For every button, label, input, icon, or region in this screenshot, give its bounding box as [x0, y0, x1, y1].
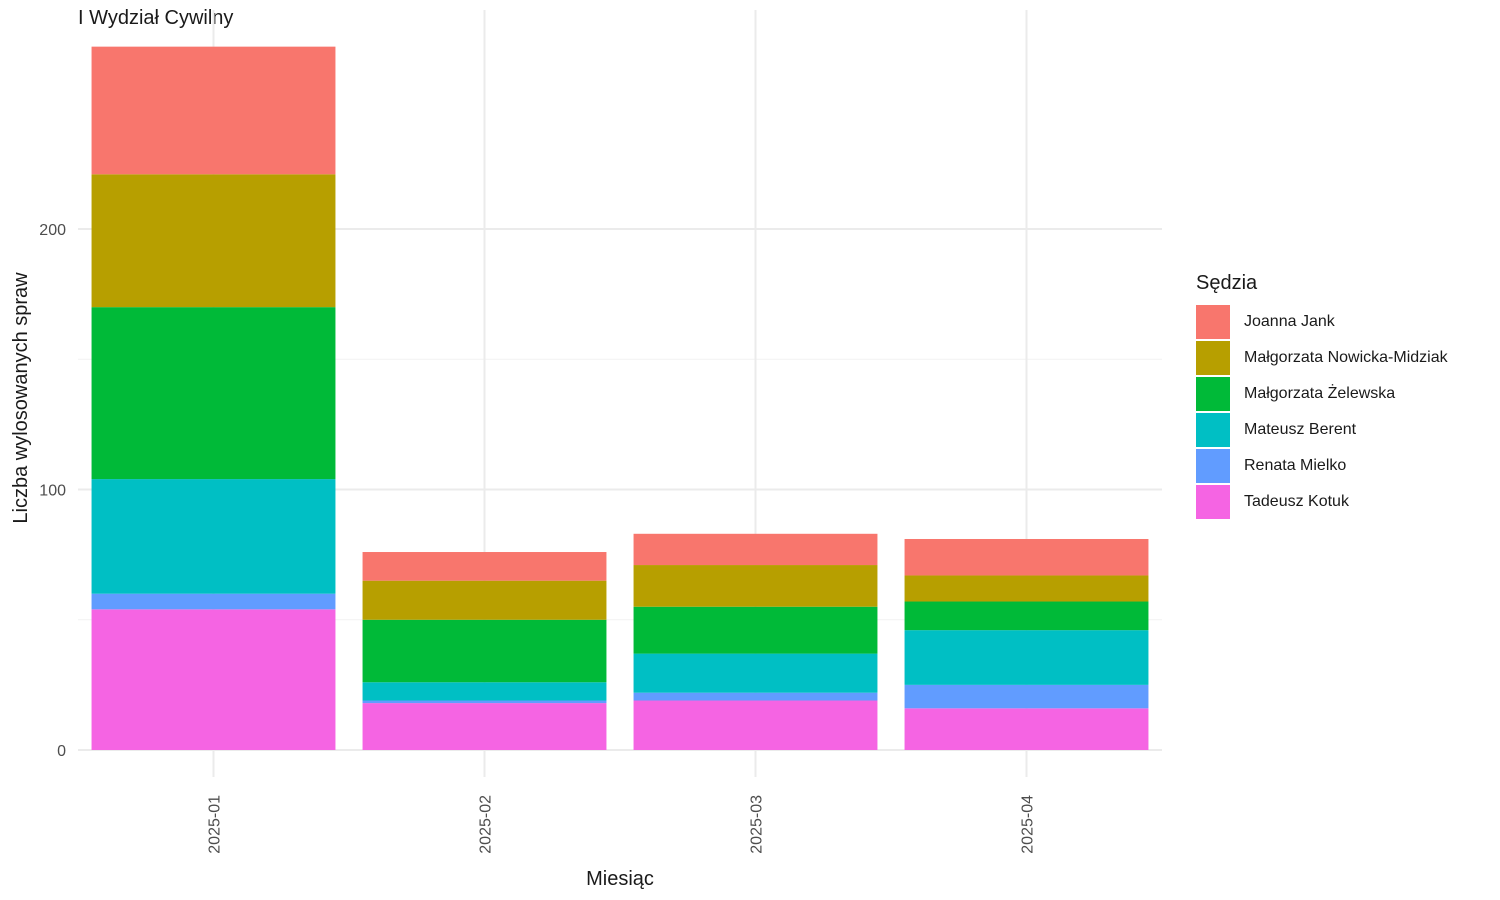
axis-labels: 0 100 200 2025-01 2025-02 2025-03 2025-04 — [39, 222, 1036, 854]
bar-segment — [633, 606, 878, 654]
bar-segment — [904, 538, 1149, 576]
y-tick-label: 100 — [39, 483, 66, 500]
bar-segment — [633, 700, 878, 750]
legend-swatch — [1196, 413, 1230, 447]
bar-segment — [91, 307, 336, 480]
x-tick-label: 2025-01 — [207, 795, 224, 854]
bar-segment — [362, 619, 607, 683]
legend-item: Małgorzata Nowicka-Midziak — [1196, 340, 1448, 376]
legend-label: Małgorzata Nowicka-Midziak — [1244, 349, 1448, 366]
legend-items: Joanna Jank Małgorzata Nowicka-Midziak Mał… — [1196, 304, 1448, 520]
legend-item: Tadeusz Kotuk — [1196, 484, 1448, 520]
bar-segment — [904, 630, 1149, 685]
bar-segment — [91, 174, 336, 308]
bar-segment — [362, 700, 607, 704]
legend-label: Tadeusz Kotuk — [1244, 493, 1349, 510]
bar-segment — [91, 479, 336, 594]
legend: Sędzia Joanna Jank Małgorzata Nowicka-Mid… — [1196, 272, 1448, 520]
legend-swatch — [1196, 449, 1230, 483]
bar-segment — [633, 565, 878, 607]
bars — [91, 46, 1149, 750]
legend-title: Sędzia — [1196, 272, 1258, 294]
y-axis-title: Liczba wylosowanych spraw — [10, 272, 32, 524]
x-tick-label: 2025-04 — [1020, 795, 1037, 854]
chart-title: I Wydział Cywilny — [78, 7, 234, 29]
bar-segment — [633, 692, 878, 701]
bar-segment — [91, 593, 336, 610]
bar-segment — [91, 46, 336, 175]
bar-segment — [362, 682, 607, 701]
bar-segment — [362, 552, 607, 581]
bar-segment — [904, 684, 1149, 709]
legend-swatch — [1196, 377, 1230, 411]
legend-item: Małgorzata Żelewska — [1196, 376, 1448, 412]
bar-segment — [904, 601, 1149, 631]
legend-swatch — [1196, 341, 1230, 375]
x-tick-label: 2025-03 — [749, 795, 766, 854]
y-tick-label: 0 — [57, 743, 66, 760]
bar-segment — [362, 703, 607, 750]
legend-label: Mateusz Berent — [1244, 421, 1357, 438]
x-tick-label: 2025-02 — [478, 795, 495, 854]
legend-swatch — [1196, 485, 1230, 519]
bar-segment — [904, 708, 1149, 750]
bar-segment — [633, 653, 878, 693]
x-axis-title: Miesiąc — [586, 868, 654, 890]
legend-swatch — [1196, 305, 1230, 339]
bar-segment — [362, 580, 607, 620]
y-tick-label: 200 — [39, 222, 66, 239]
bar-segment — [633, 533, 878, 566]
bar-segment — [91, 609, 336, 750]
legend-item: Renata Mielko — [1196, 448, 1448, 484]
legend-label: Małgorzata Żelewska — [1244, 385, 1396, 402]
legend-label: Joanna Jank — [1244, 313, 1335, 330]
legend-item: Joanna Jank — [1196, 304, 1448, 340]
bar-segment — [904, 575, 1149, 602]
legend-label: Renata Mielko — [1244, 457, 1347, 474]
legend-item: Mateusz Berent — [1196, 412, 1448, 448]
